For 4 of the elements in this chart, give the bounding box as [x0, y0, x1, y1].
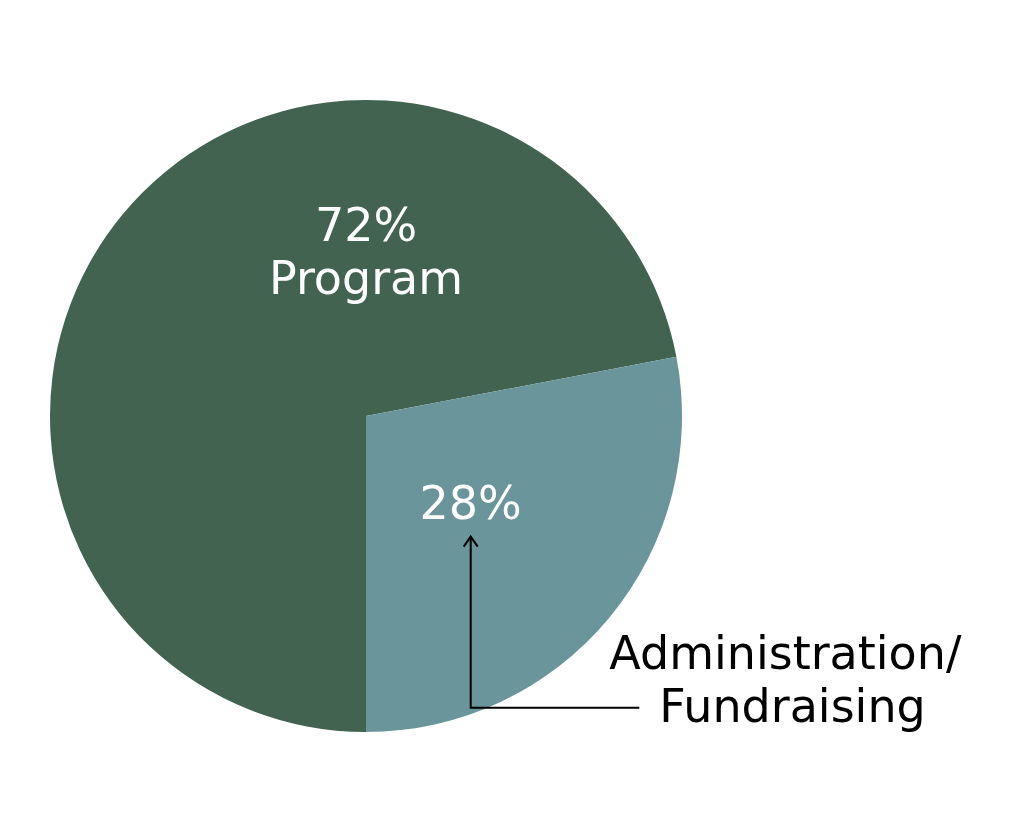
slice-label: Administration/Fundraising: [609, 625, 962, 733]
data-label: 28%: [419, 475, 522, 530]
data-label: 72%: [314, 198, 418, 252]
slice-label: Program: [268, 250, 464, 305]
